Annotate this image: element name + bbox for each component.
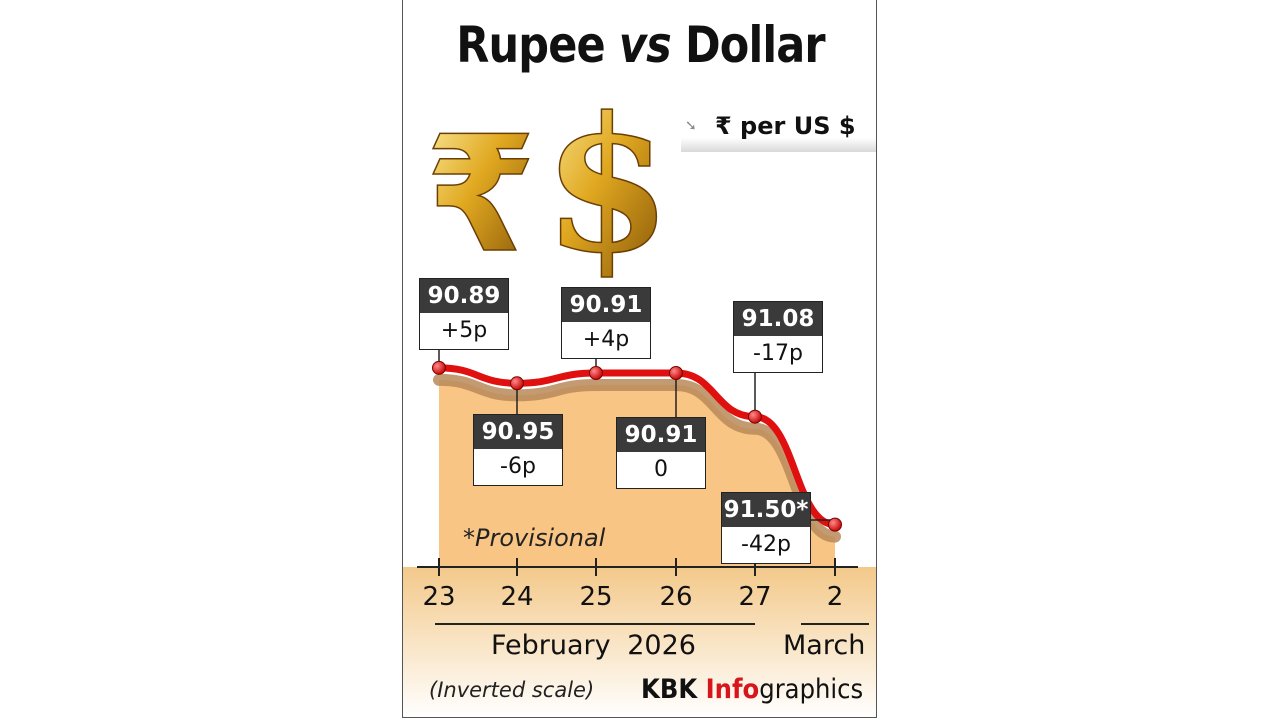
data-value-label: 90.89 — [420, 279, 508, 313]
credit-logo: KBK Infographics — [641, 674, 864, 705]
data-point — [669, 366, 683, 380]
data-point — [828, 517, 842, 532]
x-tick-label: 26 — [659, 582, 693, 612]
data-value-label: 91.50* — [722, 493, 810, 527]
x-tick-label: 23 — [422, 582, 456, 612]
data-change-label: +4p — [582, 327, 630, 352]
line-shadow — [433, 373, 841, 543]
unit-arrow-icon: ➘ — [685, 118, 697, 134]
data-label-box: 91.08 -17p — [733, 301, 823, 373]
data-point — [432, 360, 446, 375]
x-tick-label: 2 — [826, 582, 844, 612]
provisional-note: *Provisional — [463, 524, 606, 552]
month-label-march: March — [783, 630, 866, 661]
dollar-symbol-icon: $ — [542, 75, 672, 295]
data-label-box: 90.91 +4p — [561, 287, 651, 359]
data-point — [510, 376, 524, 391]
data-label-box: 90.89 +5p — [419, 278, 509, 350]
data-change-label: -17p — [753, 341, 803, 366]
x-tick-label: 25 — [579, 582, 613, 612]
data-change-label: -6p — [500, 454, 536, 479]
data-point — [748, 409, 762, 424]
unit-banner — [681, 104, 876, 152]
data-change-label: +5p — [440, 318, 488, 343]
axis-band — [403, 567, 876, 717]
data-label-box: 90.95 -6p — [473, 414, 563, 486]
data-label-box: 90.91 0 — [616, 417, 706, 489]
svg-text:₹: ₹ — [425, 101, 536, 288]
data-value-label: 90.91 — [617, 418, 705, 452]
unit-label: ₹ per US $ — [715, 112, 856, 140]
data-value-label: 90.95 — [474, 415, 562, 449]
svg-text:$: $ — [543, 76, 672, 294]
data-value-label: 90.91 — [562, 288, 650, 322]
data-label-box: 91.50* -42p — [721, 492, 811, 564]
data-value-label: 91.08 — [734, 302, 822, 336]
x-tick-label: 27 — [738, 582, 772, 612]
infographic-panel: Rupee vs Dollar ₹ $ — [402, 0, 877, 718]
x-tick-label: 24 — [500, 582, 534, 612]
scale-note: (Inverted scale) — [429, 678, 595, 702]
rupee-symbol-icon: ₹ — [424, 100, 537, 289]
chart-title: Rupee vs Dollar — [456, 16, 825, 74]
data-point — [589, 366, 603, 380]
data-change-label: 0 — [654, 457, 668, 482]
month-label-february: February 2026 — [491, 630, 696, 661]
data-change-label: -42p — [741, 532, 791, 557]
